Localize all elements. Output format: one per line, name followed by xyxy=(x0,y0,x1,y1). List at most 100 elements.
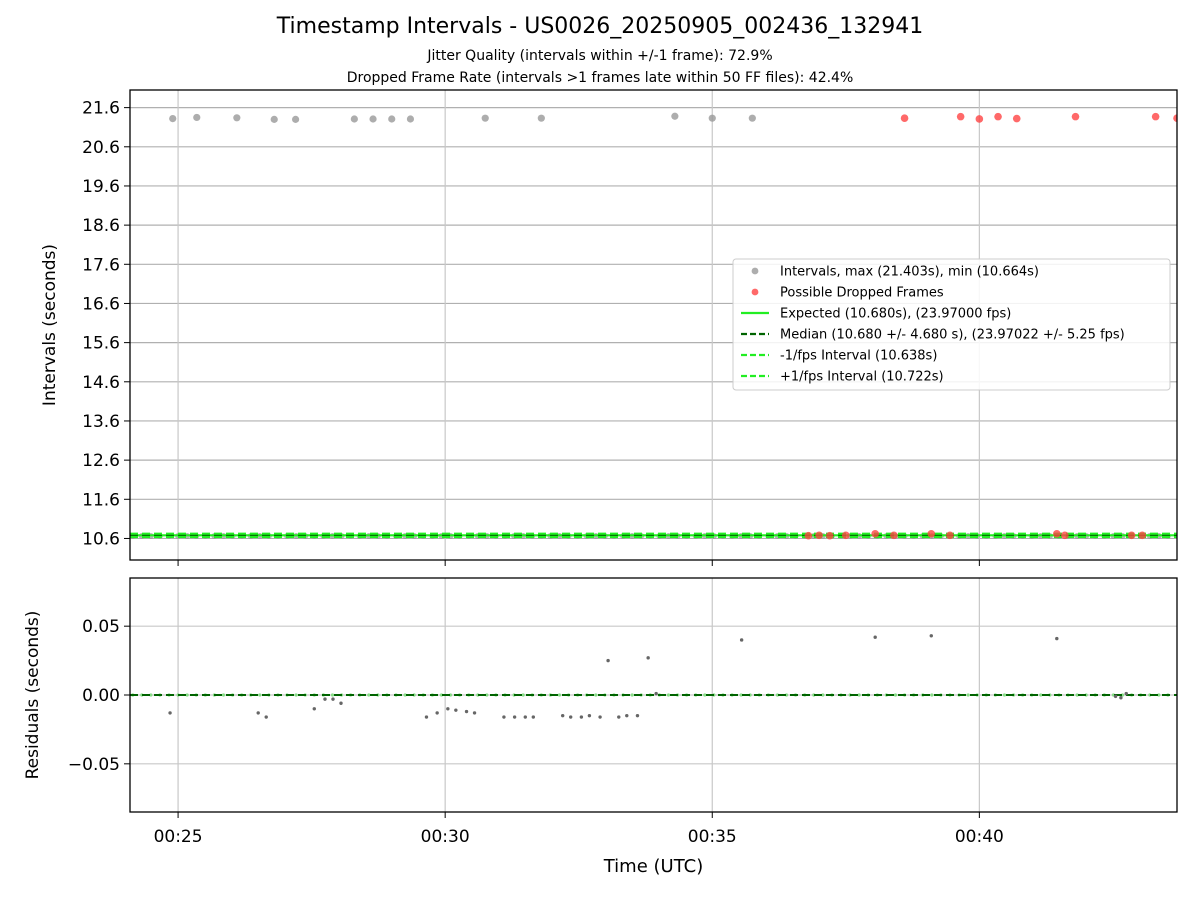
residual-point xyxy=(635,713,640,718)
residual-point xyxy=(929,634,933,638)
residual-point xyxy=(1113,694,1118,699)
residual-point xyxy=(464,709,469,714)
dropped-frame-point xyxy=(1071,112,1080,121)
residual-point xyxy=(966,693,970,697)
top-plot-frame xyxy=(129,89,1178,561)
residual-point xyxy=(531,715,536,719)
residual-point xyxy=(1119,696,1123,700)
dropped-frame-point xyxy=(890,531,898,540)
chart-subtitle-dropped: Dropped Frame Rate (intervals >1 frames … xyxy=(346,70,854,86)
residual-point xyxy=(1055,636,1059,641)
residual-point xyxy=(424,715,429,719)
y-tick-label: 10.6 xyxy=(82,529,120,549)
residual-point xyxy=(1075,693,1079,697)
dropped-frame-point xyxy=(946,531,954,540)
residual-point xyxy=(630,693,634,697)
residual-point xyxy=(454,708,458,712)
y-tick-label: 15.6 xyxy=(82,334,120,354)
dropped-frame-point xyxy=(1127,531,1136,540)
residual-point xyxy=(258,693,262,697)
chart-subtitle-jitter: Jitter Quality (intervals within +/-1 fr… xyxy=(427,48,773,64)
x-tick-label: 00:25 xyxy=(154,827,203,847)
dropped-frame-point xyxy=(1053,529,1061,538)
residual-point xyxy=(403,693,407,697)
residual-point xyxy=(930,693,934,697)
residual-point xyxy=(512,715,517,719)
residual-point xyxy=(331,697,335,701)
residual-point xyxy=(857,693,861,697)
residual-point xyxy=(523,715,527,719)
residual-point xyxy=(294,693,298,697)
interval-point xyxy=(169,114,177,123)
residual-point xyxy=(312,707,316,711)
residual-point xyxy=(168,711,172,715)
residual-point xyxy=(646,656,650,660)
dropped-frame-point xyxy=(975,115,984,123)
y-tick-label: 21.6 xyxy=(82,99,120,119)
y-tick-label: 17.6 xyxy=(82,255,120,275)
residual-point xyxy=(446,707,450,711)
interval-point xyxy=(388,115,396,123)
dropped-frame-point xyxy=(842,531,850,540)
y-tick-label: 11.6 xyxy=(82,490,120,510)
residual-point xyxy=(703,693,707,697)
residual-point xyxy=(367,693,371,697)
interval-point xyxy=(671,112,679,120)
dropped-frame-point xyxy=(927,529,936,538)
legend-label: Intervals, max (21.403s), min (10.664s) xyxy=(780,265,1039,280)
residual-point xyxy=(264,715,268,719)
residual-point xyxy=(654,691,658,696)
residual-point xyxy=(569,715,573,719)
interval-point xyxy=(291,115,300,123)
legend-label: Median (10.680 +/- 4.680 s), (23.97022 +… xyxy=(780,328,1125,343)
x-tick-label: 00:40 xyxy=(955,827,1004,847)
x-tick-label: 00:30 xyxy=(421,827,470,847)
residual-point xyxy=(435,711,439,715)
y-tick-label: 0.00 xyxy=(82,686,120,706)
interval-point xyxy=(369,115,377,123)
dropped-frame-point xyxy=(900,114,909,122)
residual-point xyxy=(893,693,898,697)
dropped-frame-point xyxy=(956,112,965,121)
residual-point xyxy=(560,713,565,718)
bottom-plot-frame xyxy=(129,577,1178,813)
y-tick-label: 12.6 xyxy=(82,451,120,471)
dropped-frame-point xyxy=(1012,114,1021,123)
dropped-frame-point xyxy=(825,531,834,540)
interval-point xyxy=(708,114,716,122)
residual-point xyxy=(1002,693,1007,697)
residual-point xyxy=(594,693,598,697)
residual-point xyxy=(221,693,226,697)
dropped-frame-point xyxy=(994,112,1002,121)
legend-label: Expected (10.680s), (23.97000 fps) xyxy=(780,307,1011,322)
y-tick-label: 16.6 xyxy=(82,294,120,314)
y-tick-label: 18.6 xyxy=(82,216,120,236)
dropped-frame-point xyxy=(1138,531,1147,540)
residual-point xyxy=(598,715,602,719)
residual-point xyxy=(472,711,477,715)
chart-title: Timestamp Intervals - US0026_20250905_00… xyxy=(276,14,924,39)
residual-point xyxy=(606,658,610,663)
bottom-plot-area xyxy=(130,634,1177,719)
y-tick-label: 14.6 xyxy=(82,373,120,393)
top-plot-area xyxy=(130,112,1177,540)
residual-point xyxy=(579,715,584,719)
residual-point xyxy=(323,697,327,701)
residual-point xyxy=(625,713,629,718)
dropped-frame-point xyxy=(1173,114,1177,122)
interval-point xyxy=(406,115,415,123)
residual-point xyxy=(873,635,877,639)
interval-point xyxy=(481,114,489,122)
y-tick-label: −0.05 xyxy=(68,755,120,775)
residual-point xyxy=(521,693,525,697)
residual-point xyxy=(821,693,825,697)
residual-point xyxy=(256,711,260,715)
dropped-frame-point xyxy=(871,529,879,538)
legend-label: Possible Dropped Frames xyxy=(780,286,944,301)
interval-point xyxy=(748,114,756,122)
residual-point xyxy=(185,693,189,697)
residual-point xyxy=(1157,693,1161,697)
y-tick-label: 0.05 xyxy=(82,617,120,637)
dropped-frame-point xyxy=(815,531,823,540)
